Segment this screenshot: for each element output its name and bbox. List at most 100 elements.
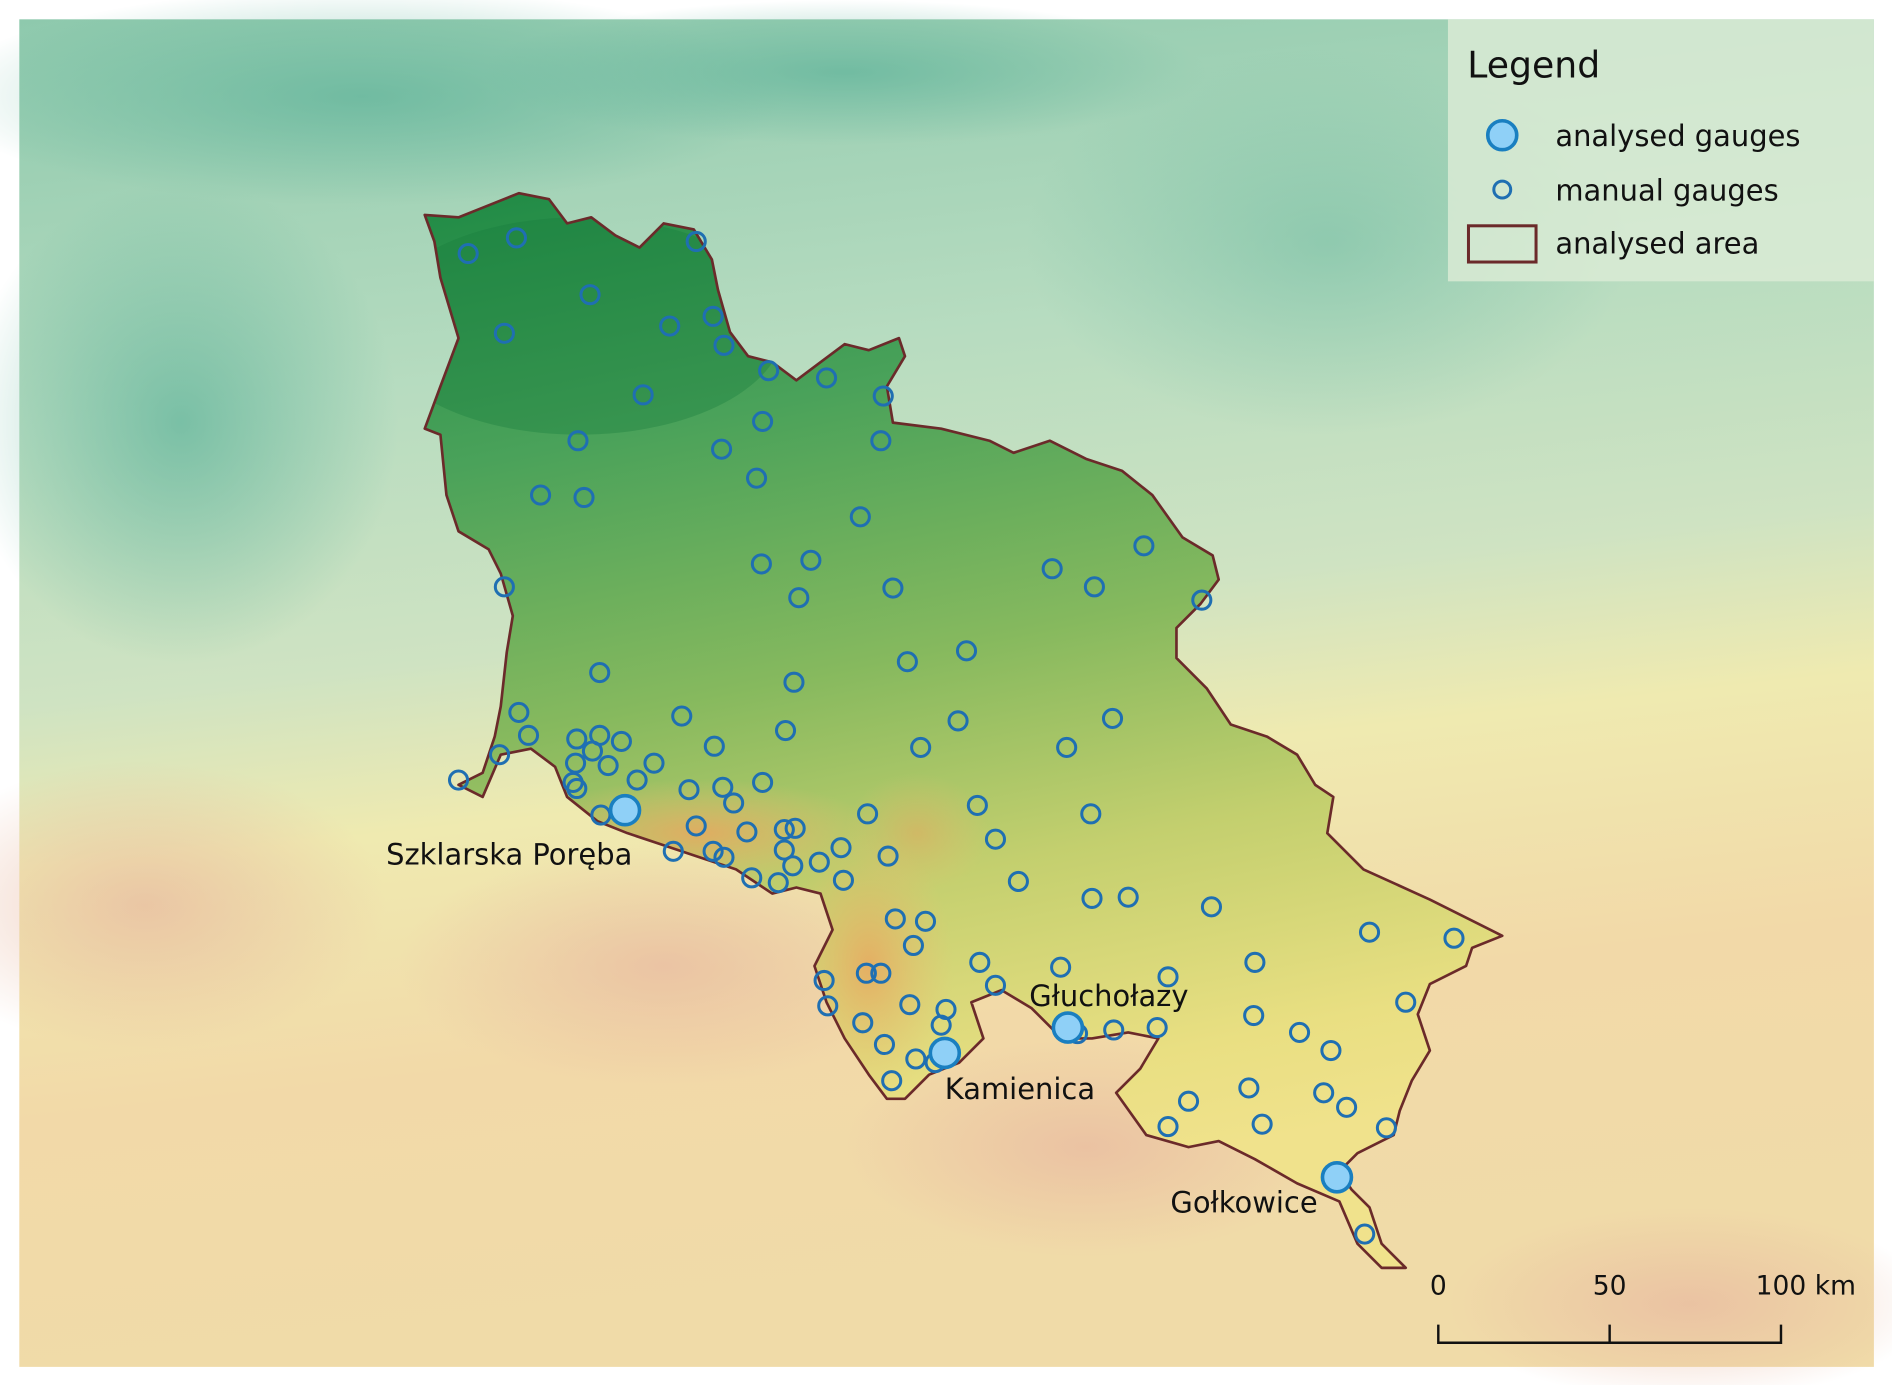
- manual-gauge: [1288, 1021, 1311, 1043]
- manual-gauge: [1320, 1039, 1342, 1062]
- manual-gauge: [736, 821, 758, 843]
- manual-gauge: [1117, 886, 1139, 908]
- manual-gauges-layer: [447, 227, 1465, 1245]
- manual-gauge: [713, 846, 735, 868]
- manual-gauge: [1050, 956, 1072, 978]
- scale-label-50: 50: [1593, 1270, 1627, 1301]
- manual-gauge: [1083, 576, 1105, 598]
- legend-item-analysed-gauges: analysed gauges: [1555, 119, 1800, 153]
- manual-gauge: [678, 779, 700, 801]
- analysed-area-outline: [423, 191, 1504, 1270]
- legend-item-manual-gauges: manual gauges: [1555, 173, 1778, 207]
- analysed-gauges-layer: [608, 793, 1354, 1194]
- manual-gauge: [750, 553, 772, 575]
- analysed-gauge-1: [608, 793, 642, 827]
- manual-gauge: [914, 910, 937, 932]
- manual-gauge: [581, 740, 604, 762]
- manual-gauge: [884, 908, 906, 930]
- manual-gauge: [872, 385, 894, 407]
- manual-gauge: [849, 506, 871, 528]
- manual-gauge: [817, 995, 839, 1017]
- manual-gauge: [1056, 736, 1078, 759]
- analysed-gauge-2: [928, 1036, 962, 1070]
- manual-gauge: [610, 730, 632, 752]
- manual-gauge: [1041, 558, 1063, 580]
- manual-gauge: [643, 752, 665, 774]
- manual-gauge: [703, 735, 725, 757]
- manual-gauge: [773, 839, 795, 861]
- manual-gauge: [566, 728, 588, 750]
- manual-gauge: [752, 771, 774, 794]
- manual-gauge: [905, 1048, 927, 1070]
- manual-gauge: [659, 315, 681, 337]
- manual-gauge: [782, 855, 804, 877]
- manual-gauge: [808, 851, 830, 873]
- manual-gauge: [632, 384, 654, 406]
- legend: Legend analysed gauges manual gauges ana…: [1447, 19, 1874, 282]
- legend-analysed-gauge-icon: [1485, 118, 1519, 152]
- manual-gauge: [505, 227, 527, 249]
- manual-gauge: [1080, 803, 1102, 825]
- manual-gauge: [800, 549, 822, 571]
- manual-gauge: [573, 486, 595, 509]
- manual-gauge: [517, 724, 540, 746]
- manual-gauge: [1133, 535, 1155, 557]
- manual-gauge: [773, 818, 795, 841]
- manual-gauge: [713, 334, 735, 356]
- analysed-gauge-3: [1051, 1011, 1085, 1044]
- legend-manual-gauge-icon: [1492, 179, 1513, 200]
- manual-gauge: [830, 837, 852, 859]
- manual-gauge: [783, 671, 805, 693]
- manual-gauge: [896, 651, 918, 673]
- label-glucholazy: Głuchołazy: [1029, 979, 1188, 1013]
- manual-gauge: [566, 777, 588, 800]
- manual-gauge: [671, 705, 693, 727]
- manual-gauge: [1358, 921, 1381, 943]
- manual-gauge: [902, 934, 924, 957]
- manual-gauge: [723, 792, 745, 814]
- manual-gauge: [1177, 1090, 1200, 1112]
- manual-gauge: [955, 640, 978, 662]
- manual-gauge: [702, 840, 724, 862]
- manual-gauge: [882, 577, 904, 599]
- label-kamienica: Kamienica: [945, 1072, 1095, 1106]
- manual-gauge: [662, 840, 684, 862]
- manual-gauge: [1375, 1117, 1397, 1139]
- manual-gauge: [685, 815, 707, 837]
- manual-gauge: [966, 794, 988, 816]
- manual-gauge: [579, 284, 601, 306]
- manual-gauge: [447, 769, 470, 791]
- scale-label-0: 0: [1430, 1270, 1447, 1301]
- manual-gauge: [712, 776, 734, 798]
- manual-gauge: [1191, 589, 1213, 611]
- manual-gauge: [813, 969, 835, 992]
- legend-analysed-area-icon: [1466, 224, 1538, 264]
- manual-gauge: [1200, 896, 1223, 918]
- manual-gauge: [784, 817, 806, 839]
- manual-gauge: [493, 322, 515, 344]
- manual-gauge: [1336, 1096, 1358, 1118]
- manual-gauge: [589, 662, 611, 684]
- manual-gauge: [488, 744, 511, 766]
- manual-gauge: [899, 994, 921, 1016]
- manual-gauge: [873, 1033, 896, 1056]
- manual-gauge: [1313, 1082, 1335, 1104]
- manual-gauge: [1146, 1017, 1168, 1039]
- manual-gauge: [910, 736, 932, 759]
- legend-title: Legend: [1467, 43, 1600, 86]
- manual-gauge: [685, 230, 707, 253]
- manual-gauge: [877, 845, 899, 867]
- manual-gauge: [984, 974, 1007, 996]
- manual-gauge: [1243, 1004, 1265, 1027]
- manual-gauge: [774, 719, 797, 742]
- manual-gauge: [1157, 966, 1179, 988]
- manual-gauge: [870, 962, 892, 984]
- manual-gauge: [702, 305, 724, 327]
- manual-gauge: [881, 1070, 903, 1092]
- manual-gauge: [870, 430, 892, 452]
- manual-gauge: [930, 1014, 952, 1036]
- manual-gauge: [947, 710, 969, 732]
- analysed-gauge-4: [1320, 1161, 1354, 1194]
- gauge-labels: Szklarska Poręba Kamienica Głuchołazy Go…: [386, 838, 1318, 1220]
- manual-gauge: [758, 360, 780, 382]
